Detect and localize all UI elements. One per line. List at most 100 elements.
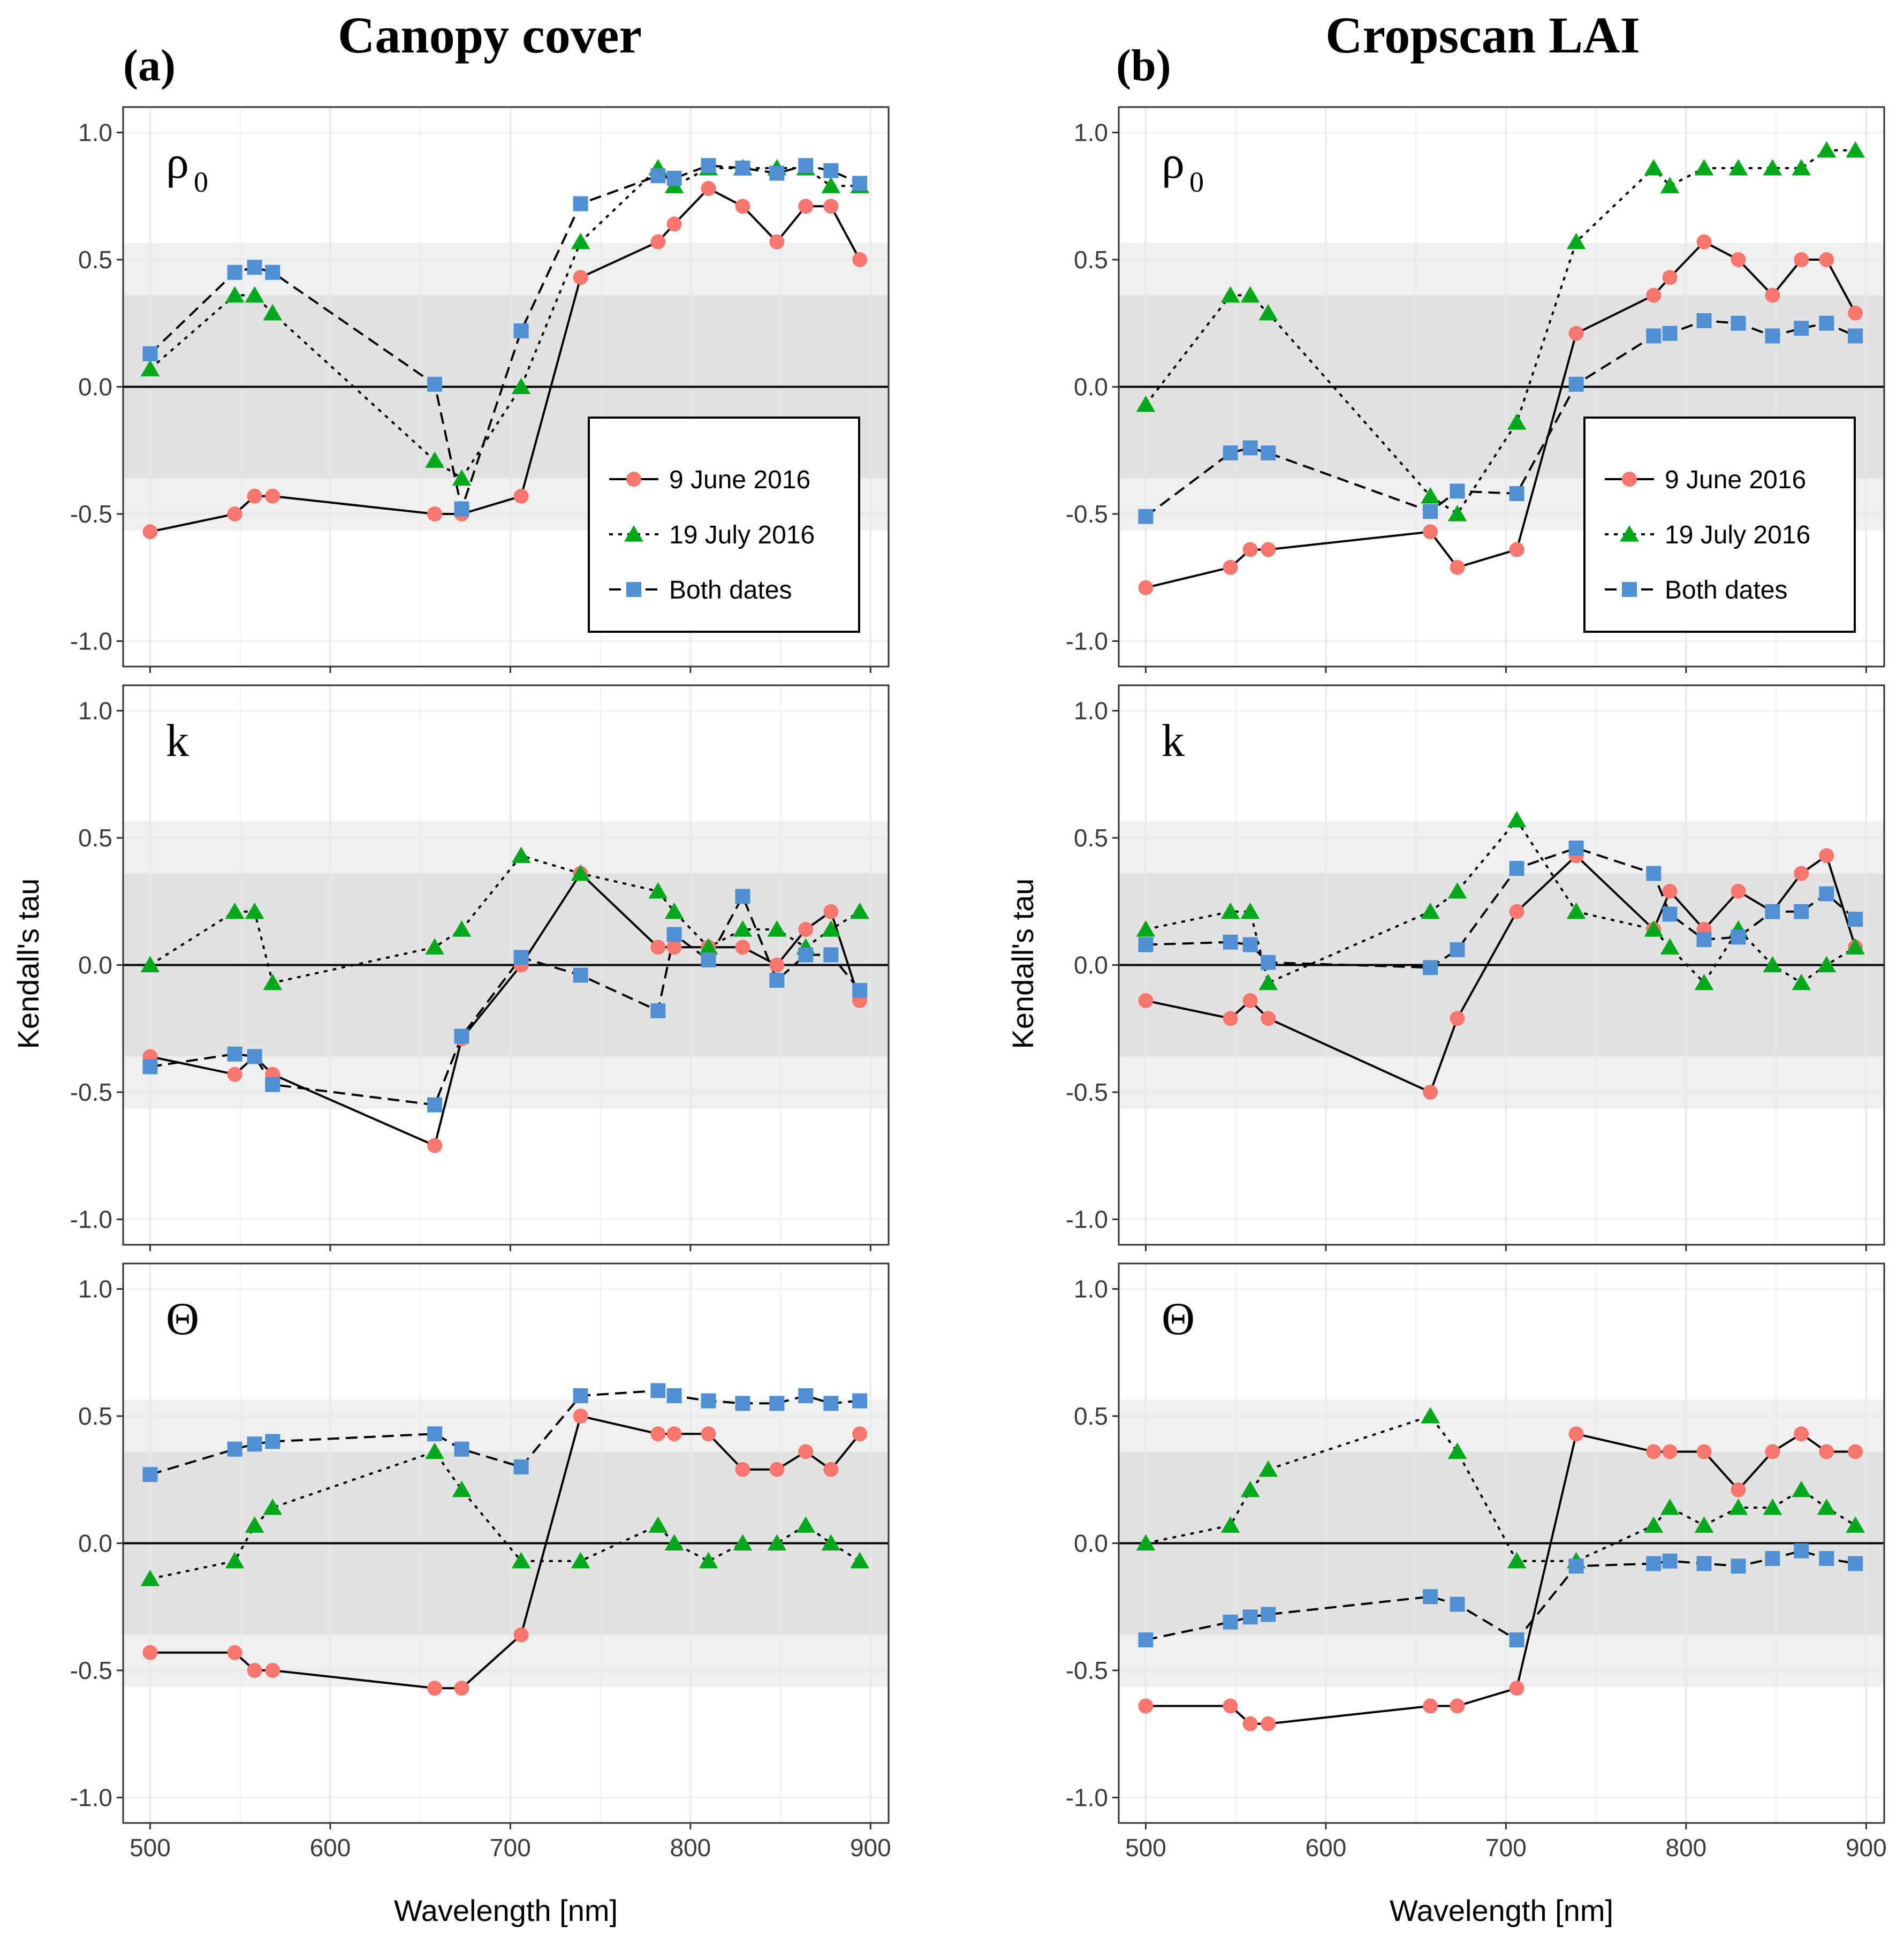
- data-point-both: [513, 950, 529, 965]
- data-point-june: [1423, 1085, 1438, 1100]
- data-point-both: [1848, 1556, 1863, 1571]
- data-point-both: [1423, 1589, 1438, 1605]
- panel-border: [122, 684, 890, 1246]
- data-point-june: [1568, 326, 1584, 341]
- data-point-july: [1792, 973, 1811, 990]
- data-point-both: [1765, 1551, 1780, 1566]
- data-point-june: [1261, 1716, 1276, 1731]
- data-point-both: [1819, 315, 1834, 331]
- data-point-both: [1261, 955, 1276, 970]
- data-point-june: [769, 957, 785, 973]
- y-tick-label: -0.5: [70, 500, 112, 528]
- data-point-both: [1138, 509, 1154, 524]
- data-point-july: [733, 1534, 753, 1551]
- column-title-b: Cropscan LAI: [1325, 6, 1640, 64]
- data-point-both: [1662, 906, 1678, 922]
- data-point-june: [454, 1681, 469, 1696]
- x-tick-label: 900: [1846, 1834, 1887, 1862]
- data-point-june: [1794, 1426, 1809, 1442]
- series-line-both: [1145, 319, 1856, 518]
- y-tick-label: 0.5: [78, 824, 112, 852]
- data-point-june: [798, 199, 814, 214]
- data-point-june: [1138, 1698, 1154, 1714]
- column-letter-a: (a): [123, 41, 176, 90]
- data-point-both: [1731, 1558, 1746, 1574]
- data-point-july: [1220, 1516, 1240, 1533]
- y-tick-label: 0.5: [78, 246, 112, 274]
- data-point-july: [1792, 1480, 1811, 1497]
- data-point-both: [852, 983, 868, 998]
- data-point-july: [1660, 938, 1680, 955]
- y-tick-label: -1.0: [70, 1784, 112, 1812]
- y-tick-label: 0.0: [78, 951, 112, 979]
- data-point-both: [1696, 932, 1712, 947]
- data-point-both: [247, 1436, 262, 1452]
- data-point-june: [1696, 1444, 1712, 1459]
- data-point-july: [648, 882, 668, 899]
- data-point-july: [648, 1516, 668, 1533]
- data-point-june: [1261, 542, 1276, 557]
- data-point-july: [511, 1552, 531, 1569]
- data-point-july: [1240, 286, 1260, 303]
- series-line-july: [149, 854, 861, 985]
- series-line-june: [150, 1414, 861, 1690]
- series-line-july: [1144, 149, 1856, 516]
- parameter-subscript: 0: [1189, 166, 1204, 198]
- data-point-both: [1765, 904, 1780, 919]
- data-point-july: [140, 956, 160, 973]
- data-point-july: [452, 469, 472, 486]
- y-tick-label: -0.5: [1066, 1656, 1108, 1684]
- parameter-label: k: [1162, 715, 1185, 766]
- data-point-june: [1509, 542, 1524, 557]
- data-point-both: [1731, 929, 1746, 945]
- parameter-label: Θ: [1162, 1293, 1195, 1344]
- data-point-both: [265, 264, 280, 280]
- data-point-july: [1447, 882, 1467, 899]
- data-point-june: [227, 1066, 242, 1082]
- data-point-july: [1817, 141, 1837, 158]
- panel-border: [1118, 106, 1885, 668]
- data-point-both: [1223, 1614, 1238, 1630]
- data-point-july: [425, 938, 444, 955]
- x-tick-label: 600: [1306, 1834, 1347, 1862]
- x-tick-label: 900: [850, 1834, 891, 1862]
- data-point-july: [263, 304, 283, 321]
- data-point-both: [247, 1049, 262, 1064]
- parameter-label: ρ: [166, 137, 189, 188]
- data-point-june: [735, 199, 750, 214]
- data-point-june: [265, 488, 280, 504]
- data-point-june: [735, 940, 750, 955]
- data-point-june: [1242, 993, 1258, 1008]
- data-point-june: [1223, 559, 1238, 575]
- data-point-july: [1792, 159, 1811, 176]
- data-point-july: [1507, 811, 1527, 828]
- y-tick-label: -0.5: [70, 1078, 112, 1106]
- x-tick-label: 500: [1125, 1834, 1166, 1862]
- data-point-june: [1662, 883, 1678, 899]
- series-line-both: [1146, 846, 1856, 969]
- data-point-july: [452, 1480, 472, 1497]
- y-tick-label: -0.5: [1066, 500, 1108, 528]
- series-line-june: [150, 872, 861, 1147]
- data-point-both: [823, 947, 839, 963]
- data-point-both: [1646, 1556, 1662, 1571]
- data-point-july: [767, 920, 787, 937]
- data-point-july: [850, 1552, 870, 1569]
- data-point-both: [1848, 912, 1863, 927]
- data-point-both: [227, 264, 242, 280]
- panel-a-theta: -1.0 -0.5 0.0 0.5 1.0 500 600 700 800 900 Θ: [70, 1262, 891, 1862]
- data-point-june: [1450, 559, 1465, 575]
- data-point-both: [1509, 861, 1524, 876]
- data-point-july: [1660, 1499, 1680, 1515]
- data-point-june: [1450, 1011, 1465, 1026]
- legend-marker-july: [624, 525, 643, 542]
- data-point-june: [1848, 305, 1863, 321]
- data-point-june: [666, 216, 682, 232]
- data-point-both: [1696, 313, 1712, 328]
- x-tick-label: 700: [1485, 1834, 1527, 1862]
- data-point-july: [1136, 920, 1156, 937]
- data-point-july: [1258, 304, 1278, 321]
- parameter-label: k: [166, 715, 189, 766]
- data-point-july: [1507, 413, 1527, 430]
